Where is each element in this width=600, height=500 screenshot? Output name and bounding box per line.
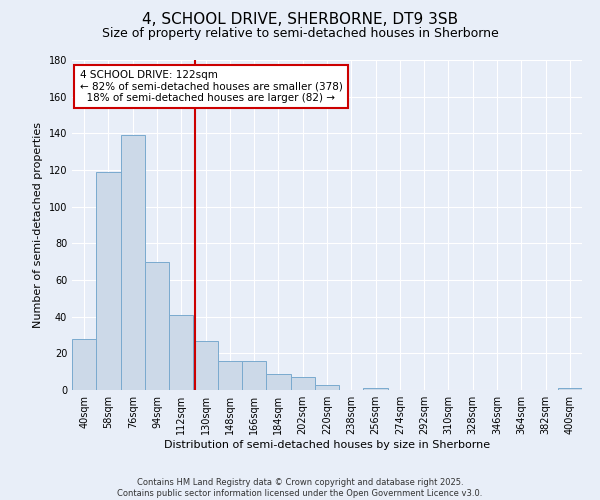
Bar [266,374,290,390]
Text: Size of property relative to semi-detached houses in Sherborne: Size of property relative to semi-detach… [101,28,499,40]
Bar [72,338,96,390]
Bar [218,360,242,390]
Bar [242,360,266,390]
Bar [121,135,145,390]
Bar [315,384,339,390]
Y-axis label: Number of semi-detached properties: Number of semi-detached properties [33,122,43,328]
Bar [364,388,388,390]
Bar [169,315,193,390]
Text: Contains HM Land Registry data © Crown copyright and database right 2025.
Contai: Contains HM Land Registry data © Crown c… [118,478,482,498]
Bar [96,172,121,390]
Bar [290,377,315,390]
Bar [145,262,169,390]
Text: 4 SCHOOL DRIVE: 122sqm
← 82% of semi-detached houses are smaller (378)
  18% of : 4 SCHOOL DRIVE: 122sqm ← 82% of semi-det… [80,70,343,103]
Bar [558,388,582,390]
X-axis label: Distribution of semi-detached houses by size in Sherborne: Distribution of semi-detached houses by … [164,440,490,450]
Text: 4, SCHOOL DRIVE, SHERBORNE, DT9 3SB: 4, SCHOOL DRIVE, SHERBORNE, DT9 3SB [142,12,458,28]
Bar [193,340,218,390]
